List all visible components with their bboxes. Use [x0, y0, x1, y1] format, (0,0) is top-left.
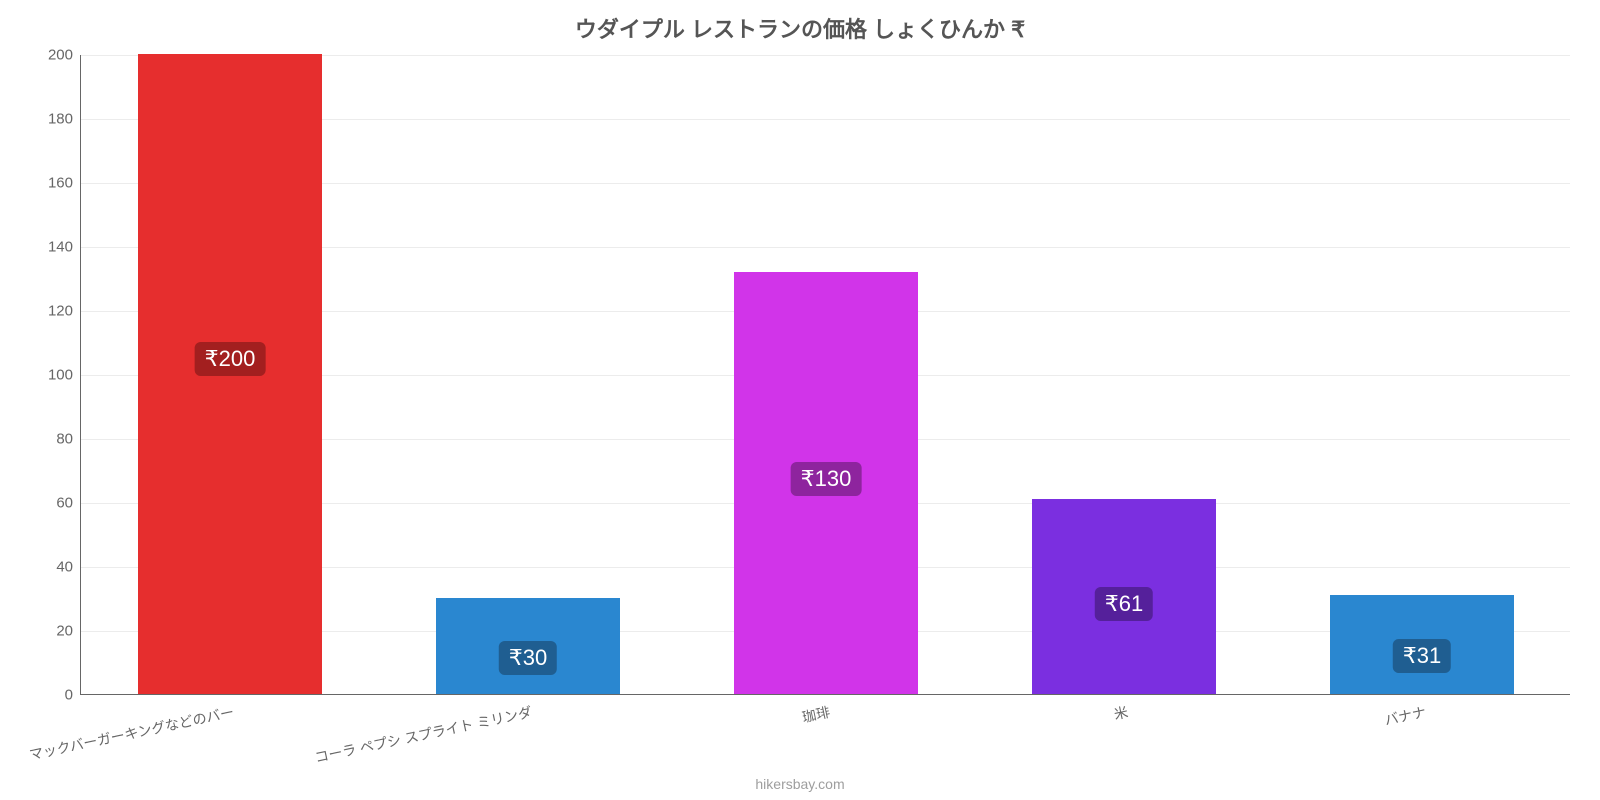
- bar: ₹200: [138, 54, 323, 694]
- value-badge: ₹30: [499, 641, 557, 675]
- y-tick-label: 40: [56, 559, 81, 576]
- x-tick-label: コーラ ペプシ スプライト ミリンダ: [274, 694, 534, 775]
- bar: ₹30: [436, 598, 621, 694]
- y-tick-label: 180: [48, 111, 81, 128]
- y-tick-label: 120: [48, 303, 81, 320]
- value-badge: ₹130: [791, 462, 862, 496]
- bar: ₹130: [734, 272, 919, 694]
- bar: ₹31: [1330, 595, 1515, 694]
- attribution-text: hikersbay.com: [0, 776, 1600, 792]
- x-tick-label: 米: [870, 694, 1130, 775]
- plot-area: 020406080100120140160180200₹200マックバーガーキン…: [80, 55, 1570, 695]
- y-tick-label: 200: [48, 47, 81, 64]
- y-tick-label: 100: [48, 367, 81, 384]
- y-tick-label: 80: [56, 431, 81, 448]
- y-tick-label: 60: [56, 495, 81, 512]
- y-tick-label: 0: [65, 687, 81, 704]
- price-bar-chart: ウダイプル レストランの価格 しょくひんか ₹ 0204060801001201…: [0, 0, 1600, 800]
- x-tick-label: バナナ: [1168, 694, 1428, 775]
- y-tick-label: 140: [48, 239, 81, 256]
- value-badge: ₹200: [195, 342, 266, 376]
- x-tick-label: マックバーガーキングなどのバー: [0, 694, 236, 775]
- value-badge: ₹61: [1095, 587, 1153, 621]
- bar: ₹61: [1032, 499, 1217, 694]
- value-badge: ₹31: [1393, 639, 1451, 673]
- x-tick-label: 珈琲: [572, 694, 832, 775]
- y-tick-label: 20: [56, 623, 81, 640]
- y-tick-label: 160: [48, 175, 81, 192]
- chart-title: ウダイプル レストランの価格 しょくひんか ₹: [0, 12, 1600, 44]
